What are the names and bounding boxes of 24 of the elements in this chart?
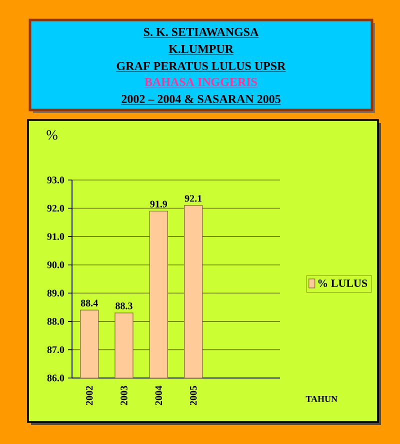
text: K.LUMPUR bbox=[168, 44, 234, 54]
x-axis-title: TAHUN bbox=[306, 396, 338, 402]
x-tick-label: 2005 bbox=[190, 386, 197, 406]
data-label: 92.1 bbox=[184, 195, 202, 202]
data-label: 88.3 bbox=[116, 302, 132, 310]
y-tick-label: 92.0 bbox=[47, 204, 64, 212]
data-label: 88.4 bbox=[80, 300, 98, 306]
x-tick-label: 2004 bbox=[155, 386, 162, 406]
text: S. K. SETIAWANGSA bbox=[144, 28, 259, 36]
y-tick-label: 86.0 bbox=[47, 374, 64, 382]
text: 2002 – 2004 & SASARAN 2005 bbox=[122, 94, 280, 104]
chart-title: GRAF PERATUS LULUS UPSR bbox=[116, 62, 286, 70]
y-tick-label: 89.0 bbox=[47, 290, 64, 297]
y-tick-label: 90.0 bbox=[47, 261, 64, 268]
y-tick-label: 93.0 bbox=[47, 176, 64, 184]
chart-subtitle: BAHASA INGGERIS bbox=[144, 78, 257, 86]
y-tick-label: 87.0 bbox=[47, 346, 64, 354]
y-axis-title: % bbox=[46, 130, 58, 140]
x-tick-label: 2003 bbox=[120, 386, 128, 406]
legend-label: % LULUS bbox=[318, 280, 368, 287]
data-label: 91.9 bbox=[150, 200, 168, 208]
y-tick-label: 88.0 bbox=[47, 318, 64, 325]
x-tick-label: 2002 bbox=[86, 386, 93, 406]
y-tick-label: 91.0 bbox=[47, 233, 64, 240]
